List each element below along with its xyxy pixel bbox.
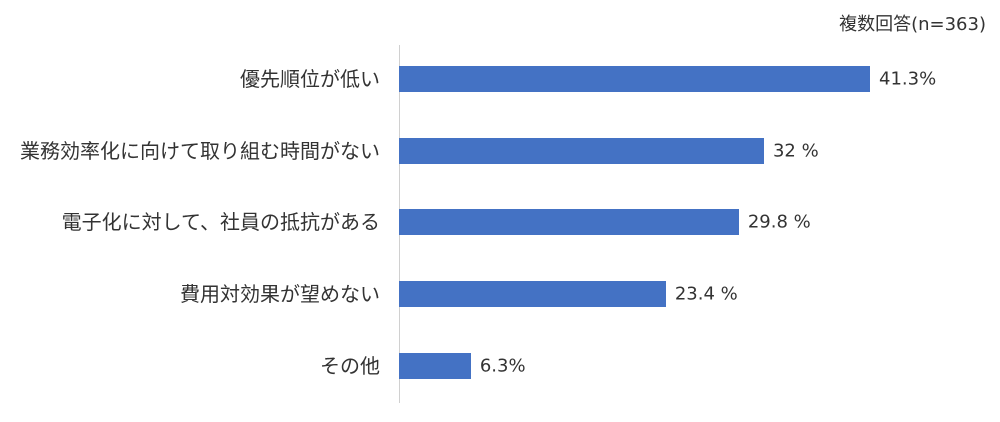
bar: [399, 65, 870, 92]
bar: [399, 209, 739, 236]
category-label: 優先順位が低い: [240, 66, 380, 91]
category-label: 電子化に対して、社員の抵抗がある: [61, 210, 380, 235]
category-label: 業務効率化に向けて取り組む時間がない: [20, 138, 380, 163]
category-label: 費用対効果が望めない: [180, 281, 380, 306]
value-label: 29.8 %: [747, 211, 811, 233]
bar: [399, 280, 666, 307]
value-label: 23.4 %: [674, 283, 738, 305]
annotation: 複数回答(n=363): [839, 14, 986, 35]
value-label: 41.3%: [879, 68, 937, 90]
value-label: 32 %: [772, 140, 819, 162]
category-label: その他: [320, 353, 380, 378]
bar: [399, 137, 764, 164]
value-label: 6.3%: [479, 355, 526, 377]
bar: [399, 352, 471, 379]
